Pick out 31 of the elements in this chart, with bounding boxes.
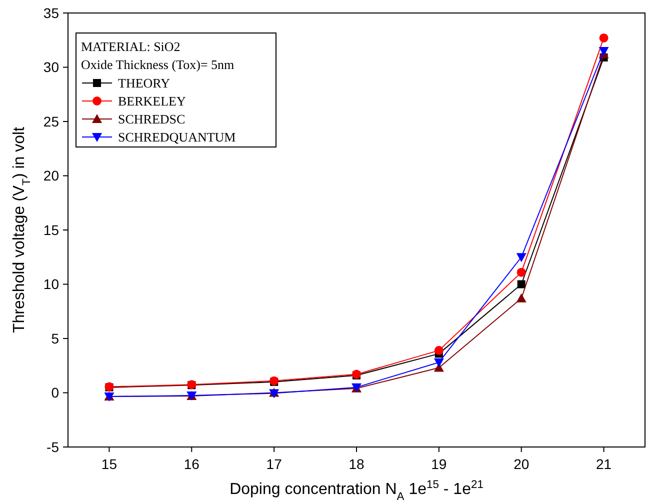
y-tick-label: 30 (43, 59, 60, 76)
legend-label: SCHREDQUANTUM (118, 130, 236, 145)
point (516, 293, 526, 302)
y-tick-label: 35 (43, 4, 60, 21)
y-tick-label: -5 (46, 438, 60, 455)
y-tick-label: 25 (43, 113, 60, 130)
x-tick-label: 15 (101, 456, 118, 472)
legend-label: BERKELEY (118, 94, 186, 109)
x-tick-label: 21 (596, 456, 612, 472)
x-tick-label: 18 (348, 456, 364, 472)
x-tick-label: 19 (431, 456, 447, 472)
y-tick-label: 10 (43, 276, 60, 292)
annotation: Oxide Thickness (Tox)= 5nm (81, 57, 234, 72)
point (516, 253, 526, 262)
y-tick-label: 15 (43, 222, 60, 238)
point (598, 46, 609, 56)
x-axis-title: Doping concentration N$_{A}$ 1e$^{15}$ - 1e$^{21}$ (230, 479, 484, 502)
y-tick-label: 0 (51, 384, 60, 401)
point (516, 268, 526, 277)
x-tick-label: 16 (184, 456, 200, 472)
legend-label: THEORY (118, 76, 171, 91)
legend-title: MATERIAL: SiO2 (81, 39, 180, 54)
point (434, 358, 444, 368)
point (434, 346, 444, 355)
legend-label: SCHREDSC (118, 112, 186, 127)
point (517, 280, 526, 288)
x-tick-label: 17 (266, 456, 282, 472)
y-tick-label: 5 (51, 330, 60, 346)
y-tick-label: 20 (43, 168, 60, 184)
point (599, 33, 608, 42)
x-tick-label: 20 (514, 456, 530, 472)
